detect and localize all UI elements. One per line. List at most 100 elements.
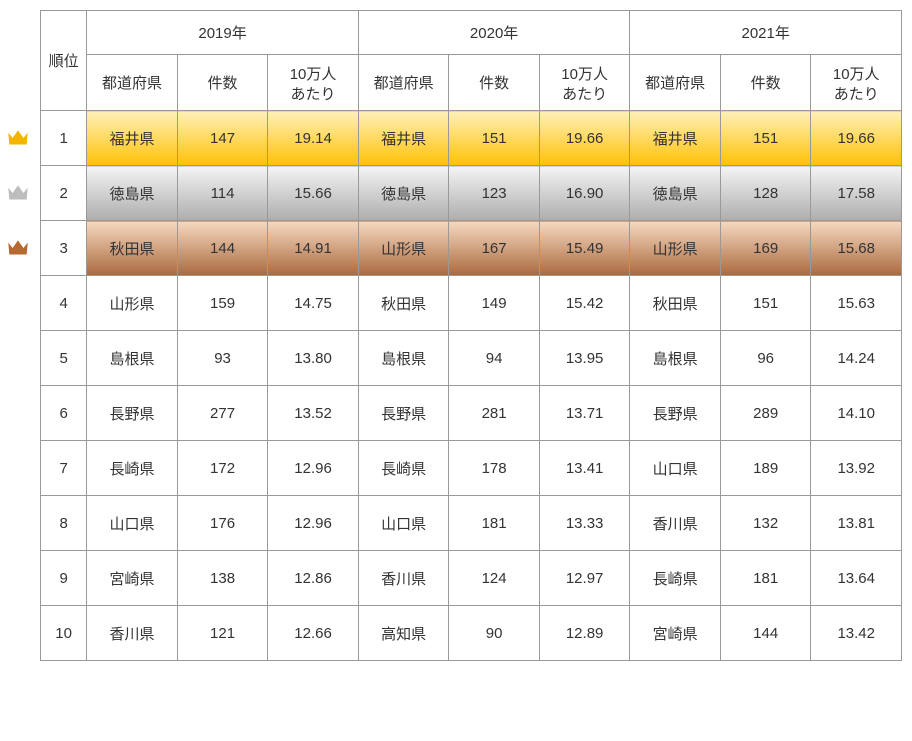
per-cell: 13.64 [811,551,902,606]
subheader-per: 10万人あたり [268,55,359,111]
count-cell: 159 [177,276,268,331]
ranking-table: 順位 2019年 2020年 2021年 都道府県 件数 10万人あたり 都道府… [40,10,902,661]
table-row: 8山口県17612.96山口県18113.33香川県13213.81 [41,496,902,551]
count-cell: 114 [177,166,268,221]
subheader-pref: 都道府県 [358,55,449,111]
count-cell: 144 [177,221,268,276]
per-cell: 13.92 [811,441,902,496]
subheader-count: 件数 [449,55,540,111]
pref-cell: 香川県 [87,606,178,661]
count-cell: 94 [449,331,540,386]
count-cell: 277 [177,386,268,441]
pref-cell: 長野県 [358,386,449,441]
per-cell: 14.10 [811,386,902,441]
table-row: 1福井県14719.14福井県15119.66福井県15119.66 [41,111,902,166]
count-cell: 149 [449,276,540,331]
count-cell: 96 [720,331,811,386]
pref-cell: 香川県 [358,551,449,606]
count-cell: 167 [449,221,540,276]
count-cell: 151 [720,111,811,166]
pref-cell: 宮崎県 [87,551,178,606]
per-cell: 15.66 [268,166,359,221]
per-cell: 14.75 [268,276,359,331]
count-cell: 169 [720,221,811,276]
rank-cell: 4 [41,276,87,331]
rank-cell: 9 [41,551,87,606]
count-cell: 138 [177,551,268,606]
per-cell: 12.96 [268,441,359,496]
per-cell: 19.66 [539,111,630,166]
per-cell: 14.91 [268,221,359,276]
count-cell: 172 [177,441,268,496]
table-row: 9宮崎県13812.86香川県12412.97長崎県18113.64 [41,551,902,606]
subheader-per: 10万人あたり [539,55,630,111]
pref-cell: 秋田県 [87,221,178,276]
per-cell: 12.66 [268,606,359,661]
count-cell: 93 [177,331,268,386]
count-cell: 181 [720,551,811,606]
count-cell: 147 [177,111,268,166]
pref-cell: 高知県 [358,606,449,661]
pref-cell: 山形県 [630,221,721,276]
per-cell: 13.95 [539,331,630,386]
per-cell: 13.41 [539,441,630,496]
per-cell: 15.68 [811,221,902,276]
pref-cell: 香川県 [630,496,721,551]
pref-cell: 福井県 [358,111,449,166]
rank-cell: 6 [41,386,87,441]
count-cell: 90 [449,606,540,661]
per-cell: 12.97 [539,551,630,606]
ranking-table-body: 1福井県14719.14福井県15119.66福井県15119.662徳島県11… [41,111,902,661]
count-cell: 128 [720,166,811,221]
pref-cell: 宮崎県 [630,606,721,661]
rank-cell: 5 [41,331,87,386]
count-cell: 181 [449,496,540,551]
pref-cell: 長野県 [630,386,721,441]
silver-medal-icon [5,180,31,206]
pref-cell: 山口県 [358,496,449,551]
count-cell: 123 [449,166,540,221]
pref-cell: 徳島県 [630,166,721,221]
pref-cell: 島根県 [358,331,449,386]
subheader-pref: 都道府県 [630,55,721,111]
crown-icon [5,235,31,261]
table-row: 2徳島県11415.66徳島県12316.90徳島県12817.58 [41,166,902,221]
pref-cell: 徳島県 [87,166,178,221]
per-cell: 13.80 [268,331,359,386]
count-cell: 281 [449,386,540,441]
pref-cell: 山形県 [358,221,449,276]
count-cell: 151 [720,276,811,331]
pref-cell: 山口県 [87,496,178,551]
per-cell: 16.90 [539,166,630,221]
per-cell: 13.71 [539,386,630,441]
per-cell: 15.42 [539,276,630,331]
per-cell: 12.86 [268,551,359,606]
count-cell: 124 [449,551,540,606]
year-header-2021: 2021年 [630,11,902,55]
per-cell: 15.49 [539,221,630,276]
per-cell: 13.33 [539,496,630,551]
ranking-table-wrap: 順位 2019年 2020年 2021年 都道府県 件数 10万人あたり 都道府… [40,10,902,661]
subheader-pref: 都道府県 [87,55,178,111]
table-row: 4山形県15914.75秋田県14915.42秋田県15115.63 [41,276,902,331]
pref-cell: 福井県 [87,111,178,166]
count-cell: 132 [720,496,811,551]
table-row: 3秋田県14414.91山形県16715.49山形県16915.68 [41,221,902,276]
table-row: 10香川県12112.66高知県9012.89宮崎県14413.42 [41,606,902,661]
count-cell: 178 [449,441,540,496]
table-row: 5島根県9313.80島根県9413.95島根県9614.24 [41,331,902,386]
pref-cell: 長崎県 [358,441,449,496]
per-cell: 12.96 [268,496,359,551]
pref-cell: 秋田県 [358,276,449,331]
count-cell: 289 [720,386,811,441]
year-header-2020: 2020年 [358,11,630,55]
per-cell: 19.66 [811,111,902,166]
rank-cell: 8 [41,496,87,551]
per-cell: 13.81 [811,496,902,551]
per-cell: 19.14 [268,111,359,166]
count-cell: 176 [177,496,268,551]
rank-cell: 7 [41,441,87,496]
rank-header: 順位 [41,11,87,111]
crown-icon [5,180,31,206]
pref-cell: 島根県 [87,331,178,386]
